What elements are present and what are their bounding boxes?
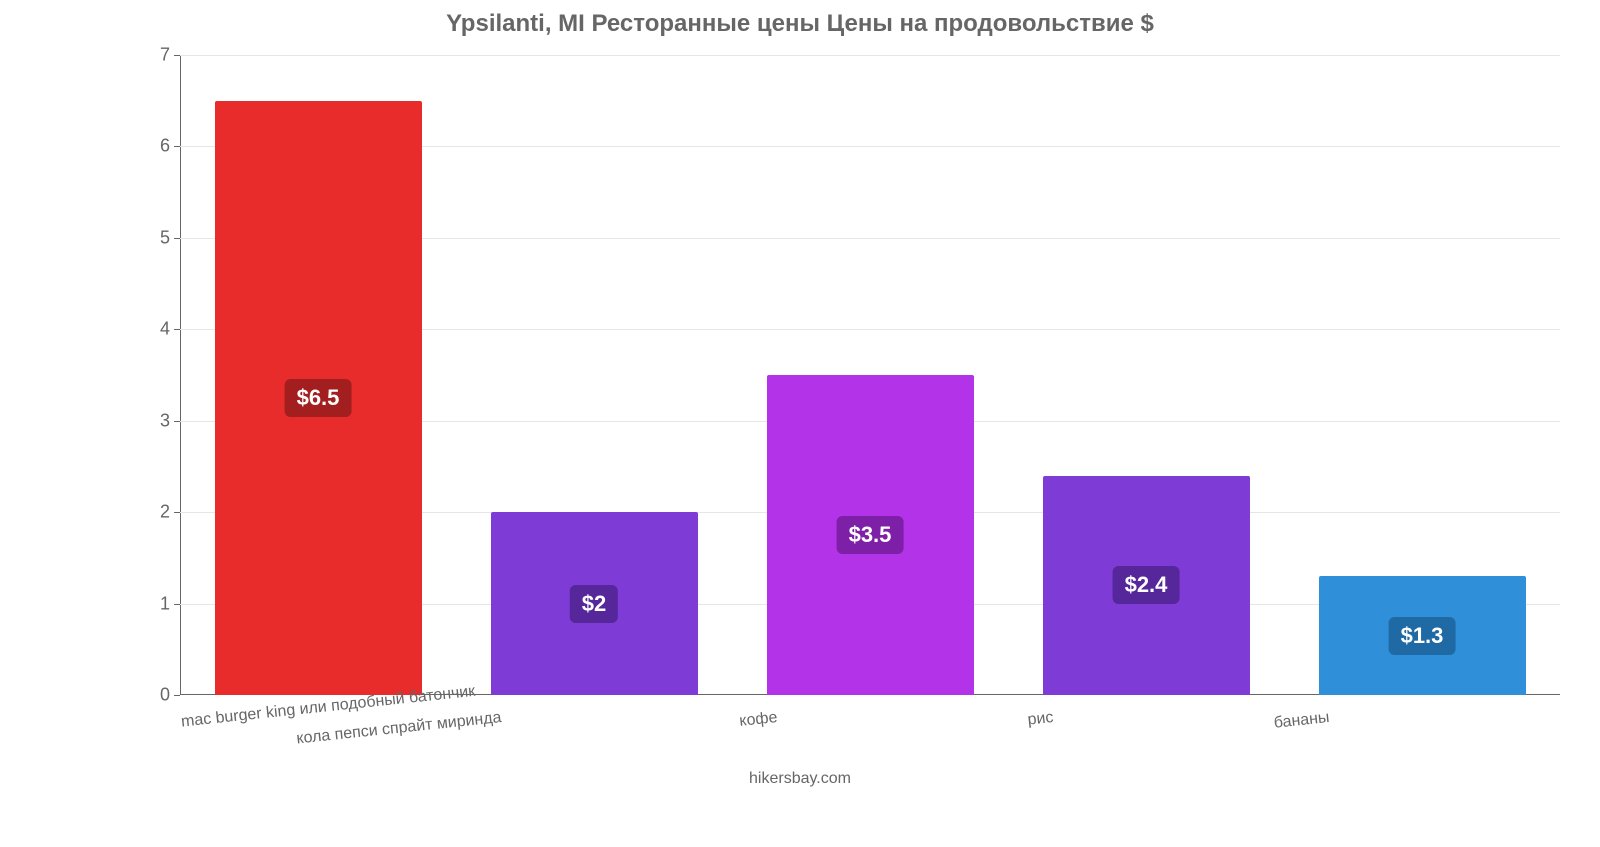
bar: $2 — [491, 512, 698, 695]
y-tick-label: 3 — [160, 410, 180, 431]
bar: $2.4 — [1043, 476, 1250, 695]
y-tick-label: 4 — [160, 319, 180, 340]
bar: $6.5 — [215, 101, 422, 695]
x-category-label: mac burger king или подобный батончик — [180, 709, 226, 732]
plot-area: 01234567 $6.5$2$3.5$2.4$1.3 mac burger k… — [180, 55, 1560, 695]
chart-title: Ypsilanti, MI Ресторанные цены Цены на п… — [0, 0, 1600, 38]
y-tick-label: 1 — [160, 593, 180, 614]
y-tick-label: 7 — [160, 45, 180, 66]
y-tick-label: 0 — [160, 685, 180, 706]
y-tick-label: 6 — [160, 136, 180, 157]
bar: $1.3 — [1319, 576, 1526, 695]
attribution-text: hikersbay.com — [749, 770, 851, 788]
y-tick-label: 2 — [160, 502, 180, 523]
bar-value-label: $6.5 — [285, 379, 352, 417]
bar-value-label: $2.4 — [1113, 566, 1180, 604]
price-bar-chart: Ypsilanti, MI Ресторанные цены Цены на п… — [0, 0, 1600, 800]
bar: $3.5 — [767, 375, 974, 695]
bar-value-label: $3.5 — [837, 516, 904, 554]
bar-value-label: $1.3 — [1389, 617, 1456, 655]
bars-layer: $6.5 $2 $3.5 $2.4 $1.3 — [180, 55, 1560, 695]
bar-value-label: $2 — [570, 585, 618, 623]
y-tick-label: 5 — [160, 227, 180, 248]
